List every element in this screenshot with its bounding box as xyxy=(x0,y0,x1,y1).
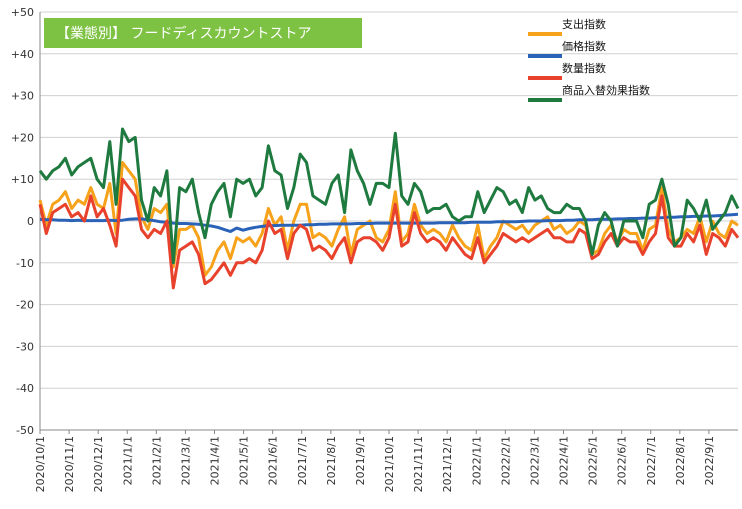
x-tick-label: 2021/11/1 xyxy=(412,436,425,492)
x-tick-label: 2021/7/1 xyxy=(296,436,309,485)
series-line-1 xyxy=(39,212,739,233)
x-tick-label: 2021/12/1 xyxy=(441,436,454,492)
x-tick-label: 2022/3/1 xyxy=(528,436,541,485)
x-tick-label: 2022/7/1 xyxy=(645,436,658,485)
x-tick-label: 2020/10/1 xyxy=(34,436,47,492)
x-tick-label: 2021/6/1 xyxy=(267,436,280,485)
x-tick-label: 2020/11/1 xyxy=(63,436,76,492)
y-tick-label: +50 xyxy=(11,6,34,19)
x-axis-ticks: 2020/10/1 2020/11/1 2020/12/1 2021/1/1 2021/… xyxy=(34,430,716,492)
x-tick-label: 2022/9/1 xyxy=(703,436,716,485)
chart-title-background xyxy=(44,18,362,48)
chart-title: 【業態別】 フードディスカウントストア xyxy=(44,18,362,48)
y-tick-label: -30 xyxy=(16,340,34,353)
y-tick-label: -40 xyxy=(16,382,34,395)
x-tick-label: 2022/4/1 xyxy=(558,436,571,485)
y-tick-label: -10 xyxy=(16,257,34,270)
x-tick-label: 2022/6/1 xyxy=(616,436,629,485)
x-tick-label: 2022/5/1 xyxy=(587,436,600,485)
y-tick-label: -20 xyxy=(16,299,34,312)
x-tick-label: 2021/3/1 xyxy=(179,436,192,485)
x-tick-label: 2021/2/1 xyxy=(150,436,163,485)
chart-title-text: 【業態別】 フードディスカウントストア xyxy=(56,25,311,42)
y-tick-label: +30 xyxy=(11,90,34,103)
series-line-3 xyxy=(38,127,740,265)
legend-label: 価格指数 xyxy=(562,39,606,53)
x-tick-label: 2021/10/1 xyxy=(383,436,396,492)
y-tick-label: +10 xyxy=(11,173,34,186)
x-tick-label: 2021/9/1 xyxy=(354,436,367,485)
x-tick-label: 2022/8/1 xyxy=(674,436,687,485)
x-tick-label: 2020/12/1 xyxy=(92,436,105,492)
x-tick-label: 2022/2/1 xyxy=(499,436,512,485)
x-tick-label: 2021/8/1 xyxy=(325,436,338,485)
y-tick-label: -50 xyxy=(16,424,34,437)
x-tick-label: 2022/1/1 xyxy=(470,436,483,485)
x-tick-label: 2021/4/1 xyxy=(209,436,222,485)
x-tick-label: 2021/1/1 xyxy=(121,436,134,485)
y-tick-label: 0 xyxy=(27,215,34,228)
y-tick-label: +40 xyxy=(11,48,34,61)
series-line-2 xyxy=(38,177,740,290)
y-tick-label: +20 xyxy=(11,131,34,144)
y-axis-ticks: +50 +40 +30 +20 +10 0 -10 -20 -30 -40 -50 xyxy=(11,6,34,437)
legend-label: 商品入替効果指数 xyxy=(562,83,650,97)
x-tick-label: 2021/5/1 xyxy=(238,436,251,485)
series-lines xyxy=(38,127,740,290)
legend-label: 数量指数 xyxy=(562,61,606,75)
legend-label: 支出指数 xyxy=(562,17,606,31)
